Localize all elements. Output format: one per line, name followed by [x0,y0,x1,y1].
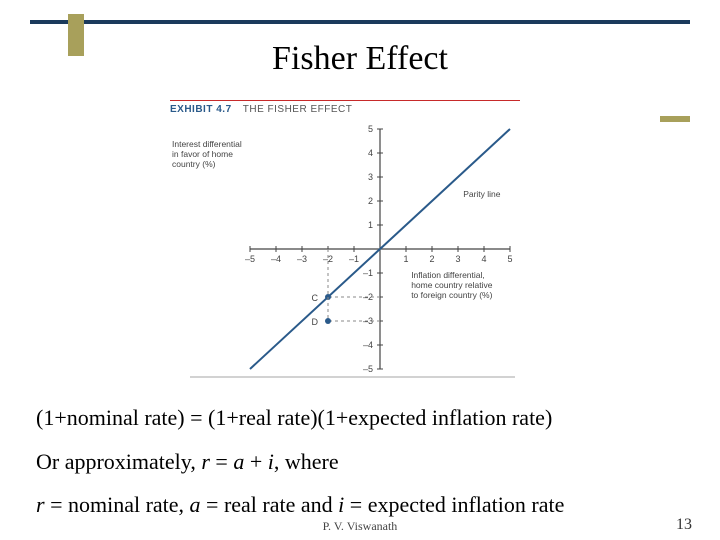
svg-text:–5: –5 [363,364,373,374]
exhibit-caption: THE FISHER EFFECT [243,104,353,115]
svg-text:1: 1 [403,254,408,264]
exhibit-label: EXHIBIT 4.7 [170,104,232,115]
exhibit-bar: EXHIBIT 4.7 THE FISHER EFFECT [170,100,520,115]
svg-text:–4: –4 [363,340,373,350]
top-border [30,20,690,24]
svg-text:3: 3 [455,254,460,264]
svg-text:home country relative: home country relative [411,280,493,290]
svg-text:2: 2 [368,196,373,206]
svg-text:–1: –1 [363,268,373,278]
svg-text:Parity line: Parity line [463,189,501,199]
svg-text:–3: –3 [297,254,307,264]
svg-text:C: C [312,293,319,303]
formula-line-2: Or approximately, r = a + i, where [36,442,564,482]
svg-text:Inflation differential,: Inflation differential, [411,270,485,280]
svg-text:4: 4 [368,148,373,158]
svg-text:–1: –1 [349,254,359,264]
svg-text:–4: –4 [271,254,281,264]
svg-text:in favor of home: in favor of home [172,149,233,159]
page-number: 13 [676,516,692,534]
footer-author: P. V. Viswanath [0,519,720,534]
svg-text:–5: –5 [245,254,255,264]
svg-text:D: D [312,317,319,327]
svg-text:3: 3 [368,172,373,182]
svg-text:to foreign country (%): to foreign country (%) [411,290,492,300]
svg-text:5: 5 [507,254,512,264]
svg-text:country (%): country (%) [172,159,216,169]
svg-text:Interest differential: Interest differential [172,139,242,149]
page-title: Fisher Effect [0,40,720,78]
svg-text:5: 5 [368,124,373,134]
svg-text:1: 1 [368,220,373,230]
svg-text:4: 4 [481,254,486,264]
chart-container: EXHIBIT 4.7 THE FISHER EFFECT –5–4–3–2–1… [170,100,570,379]
fisher-chart: –5–4–3–2–112345–5–4–3–2–112345Parity lin… [170,119,520,379]
svg-text:2: 2 [429,254,434,264]
accent-right [660,116,690,122]
formula-line-1: (1+nominal rate) = (1+real rate)(1+expec… [36,398,564,438]
formula-block: (1+nominal rate) = (1+real rate)(1+expec… [36,398,564,529]
